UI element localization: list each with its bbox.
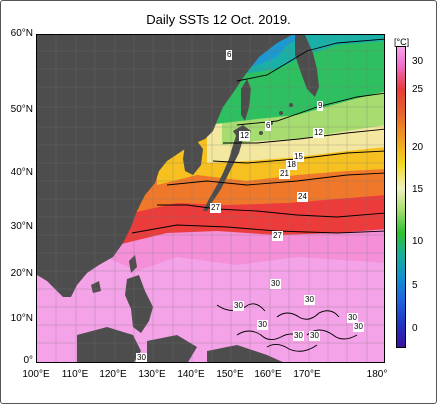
contour-label: 30 [347,313,358,323]
contour-label: 6 [265,121,272,131]
contour-label: 12 [239,131,250,141]
contour-label: 30 [353,322,364,332]
contour-label: 30 [309,331,320,341]
sst-map-canvas [37,35,384,362]
y-label-60n: 60°N [10,28,33,39]
colorbar-tick-30: 30 [412,56,424,67]
sst-map: 6 9 6 12 12 15 18 21 24 27 27 30 30 30 3… [36,34,385,363]
contour-label: 30 [293,331,304,341]
x-label-110e: 110°E [61,369,89,380]
contour-label: 27 [272,231,283,241]
x-label-180: 180° [366,369,388,380]
colorbar-tick-15: 15 [412,184,424,195]
x-label-120e: 120°E [99,369,127,380]
colorbar [396,46,406,348]
y-label-10n: 10°N [10,313,33,324]
x-label-170e: 170°E [293,369,321,380]
colorbar-tick-10: 10 [412,236,424,247]
contour-label: 21 [279,169,290,179]
colorbar-tick-25: 25 [412,84,424,95]
x-label-150e: 150°E [216,369,244,380]
map-title: Daily SSTs 12 Oct. 2019. [146,12,291,27]
x-label-140e: 140°E [177,369,205,380]
y-label-50n: 50°N [10,104,33,115]
contour-label: 30 [233,301,244,311]
contour-label: 30 [257,320,268,330]
x-label-130e: 130°E [138,369,166,380]
y-label-20n: 20°N [10,268,33,279]
land [37,35,319,362]
contour-label: 30 [304,295,315,305]
x-label-100e: 100°E [22,369,50,380]
y-label-30n: 30°N [10,221,33,232]
y-label-0: 0° [23,355,33,366]
contour-label: 12 [313,128,324,138]
contour-label: 30 [270,279,281,289]
y-label-40n: 40°N [10,167,33,178]
contour-label: 27 [210,203,221,213]
colorbar-unit: [°C] [394,37,410,47]
graticule [37,35,384,362]
contour-label: 24 [297,192,308,202]
contour-label: 6 [226,50,233,60]
colorbar-tick-5: 5 [412,280,418,291]
contour-label: 30 [136,353,147,362]
contour-label: 18 [286,160,297,170]
contour-label: 9 [317,101,324,111]
contour-label: 15 [293,152,304,162]
colorbar-tick-20: 20 [412,142,424,153]
x-label-160e: 160°E [254,369,282,380]
colorbar-tick-0: 0 [412,323,418,334]
